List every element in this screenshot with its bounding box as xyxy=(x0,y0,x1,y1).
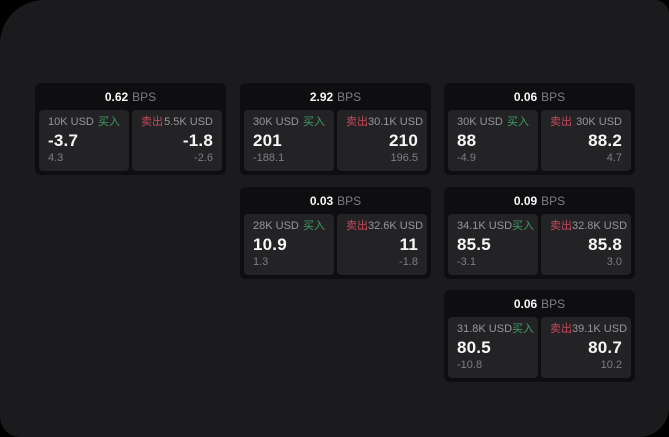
card-body: 31.8K USD 买入 80.5 -10.8 卖出 39.1K USD 80.… xyxy=(444,317,635,382)
sell-side-label: 卖出 xyxy=(346,220,368,232)
sell-delta: -2.6 xyxy=(194,152,213,164)
sell-side-label: 卖出 xyxy=(141,116,163,128)
card-body: 30K USD 买入 201 -188.1 卖出 30.1K USD 210 1… xyxy=(240,110,431,175)
sell-amount: 30K USD xyxy=(576,116,622,128)
buy-value: 80.5 xyxy=(457,338,491,357)
sell-value: 80.7 xyxy=(588,338,622,357)
buy-amount: 10K USD xyxy=(48,116,94,128)
card-header: 0.06 BPS xyxy=(444,83,635,110)
sell-cell[interactable]: 卖出 30K USD 88.2 4.7 xyxy=(541,110,631,171)
buy-delta: 4.3 xyxy=(48,152,64,164)
buy-delta: -188.1 xyxy=(253,152,285,164)
sell-value: 11 xyxy=(399,235,418,254)
buy-side-label: 买入 xyxy=(303,220,325,232)
sell-value: 210 xyxy=(389,131,418,150)
buy-cell[interactable]: 10K USD 买入 -3.7 4.3 xyxy=(39,110,129,171)
buy-cell[interactable]: 30K USD 买入 88 -4.9 xyxy=(448,110,538,171)
buy-delta: -3.1 xyxy=(457,256,476,268)
sell-cell[interactable]: 卖出 5.5K USD -1.8 -2.6 xyxy=(132,110,222,171)
buy-side-label: 买入 xyxy=(507,116,529,128)
bps-unit-label: BPS xyxy=(541,193,566,208)
buy-amount: 28K USD xyxy=(253,220,299,232)
sell-amount: 32.6K USD xyxy=(368,220,424,232)
card-header: 0.03 BPS xyxy=(240,187,431,214)
sell-value: 85.8 xyxy=(588,235,622,254)
sell-value: 88.2 xyxy=(588,131,622,150)
sell-amount: 30.1K USD xyxy=(368,116,424,128)
sell-side-label: 卖出 xyxy=(550,116,572,128)
sell-cell[interactable]: 卖出 30.1K USD 210 196.5 xyxy=(337,110,427,171)
card-body: 34.1K USD 买入 85.5 -3.1 卖出 32.8K USD 85.8… xyxy=(444,214,635,279)
buy-amount: 30K USD xyxy=(253,116,299,128)
bps-unit-label: BPS xyxy=(337,193,362,208)
card-header: 0.62 BPS xyxy=(35,83,226,110)
sell-delta: 196.5 xyxy=(390,152,418,164)
buy-delta: 1.3 xyxy=(253,256,269,268)
quote-card: 0.09 BPS 34.1K USD 买入 85.5 -3.1 卖出 32.8K… xyxy=(444,187,635,279)
bps-unit-label: BPS xyxy=(541,296,566,311)
quote-card: 0.06 BPS 30K USD 买入 88 -4.9 卖出 30K USD 8… xyxy=(444,83,635,175)
bps-unit-label: BPS xyxy=(337,89,362,104)
quote-card: 0.62 BPS 10K USD 买入 -3.7 4.3 卖出 5.5K USD… xyxy=(35,83,226,175)
buy-cell[interactable]: 30K USD 买入 201 -188.1 xyxy=(244,110,334,171)
buy-cell[interactable]: 28K USD 买入 10.9 1.3 xyxy=(244,214,334,275)
sell-side-label: 卖出 xyxy=(550,220,572,232)
sell-value: -1.8 xyxy=(182,131,213,150)
quote-card: 0.03 BPS 28K USD 买入 10.9 1.3 卖出 32.6K US… xyxy=(240,187,431,279)
sell-amount: 5.5K USD xyxy=(164,116,213,128)
buy-amount: 31.8K USD xyxy=(457,323,513,335)
buy-value: -3.7 xyxy=(48,131,79,150)
sell-amount: 32.8K USD xyxy=(572,220,628,232)
sell-side-label: 卖出 xyxy=(346,116,368,128)
sell-cell[interactable]: 卖出 32.6K USD 11 -1.8 xyxy=(337,214,427,275)
bps-value: 0.62 xyxy=(104,89,129,104)
bps-value: 0.06 xyxy=(513,89,538,104)
buy-amount: 34.1K USD xyxy=(457,220,513,232)
buy-side-label: 买入 xyxy=(303,116,325,128)
card-header: 0.06 BPS xyxy=(444,290,635,317)
sell-delta: 10.2 xyxy=(600,359,622,371)
bps-unit-label: BPS xyxy=(541,89,566,104)
sell-delta: 4.7 xyxy=(606,152,622,164)
buy-cell[interactable]: 31.8K USD 买入 80.5 -10.8 xyxy=(448,317,538,378)
bps-value: 0.09 xyxy=(513,193,538,208)
quote-card: 0.06 BPS 31.8K USD 买入 80.5 -10.8 卖出 39.1… xyxy=(444,290,635,382)
sell-amount: 39.1K USD xyxy=(572,323,628,335)
buy-delta: -4.9 xyxy=(457,152,476,164)
bps-value: 0.06 xyxy=(513,296,538,311)
buy-side-label: 买入 xyxy=(98,116,120,128)
buy-value: 88 xyxy=(457,131,477,150)
bps-value: 2.92 xyxy=(309,89,334,104)
buy-side-label: 买入 xyxy=(512,323,535,335)
card-header: 2.92 BPS xyxy=(240,83,431,110)
card-body: 30K USD 买入 88 -4.9 卖出 30K USD 88.2 4.7 xyxy=(444,110,635,175)
sell-delta: -1.8 xyxy=(399,256,418,268)
sell-cell[interactable]: 卖出 32.8K USD 85.8 3.0 xyxy=(541,214,631,275)
bps-unit-label: BPS xyxy=(132,89,157,104)
card-body: 28K USD 买入 10.9 1.3 卖出 32.6K USD 11 -1.8 xyxy=(240,214,431,279)
buy-side-label: 买入 xyxy=(512,220,535,232)
sell-cell[interactable]: 卖出 39.1K USD 80.7 10.2 xyxy=(541,317,631,378)
buy-delta: -10.8 xyxy=(457,359,483,371)
sell-delta: 3.0 xyxy=(606,256,622,268)
bps-value: 0.03 xyxy=(309,193,334,208)
card-body: 10K USD 买入 -3.7 4.3 卖出 5.5K USD -1.8 -2.… xyxy=(35,110,226,175)
buy-amount: 30K USD xyxy=(457,116,503,128)
quote-card: 2.92 BPS 30K USD 买入 201 -188.1 卖出 30.1K … xyxy=(240,83,431,175)
buy-value: 10.9 xyxy=(253,235,287,254)
card-header: 0.09 BPS xyxy=(444,187,635,214)
buy-cell[interactable]: 34.1K USD 买入 85.5 -3.1 xyxy=(448,214,538,275)
buy-value: 201 xyxy=(253,131,282,150)
buy-value: 85.5 xyxy=(457,235,491,254)
sell-side-label: 卖出 xyxy=(550,323,572,335)
